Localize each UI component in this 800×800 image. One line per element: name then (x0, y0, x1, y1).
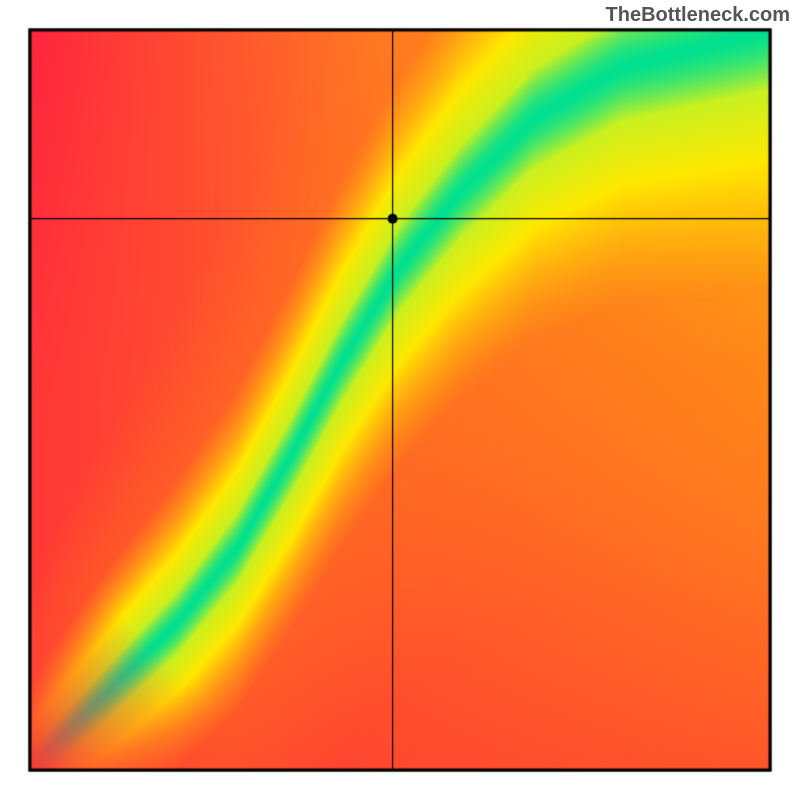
heatmap-canvas (0, 0, 800, 800)
chart-container: TheBottleneck.com (0, 0, 800, 800)
watermark-text: TheBottleneck.com (606, 4, 790, 27)
